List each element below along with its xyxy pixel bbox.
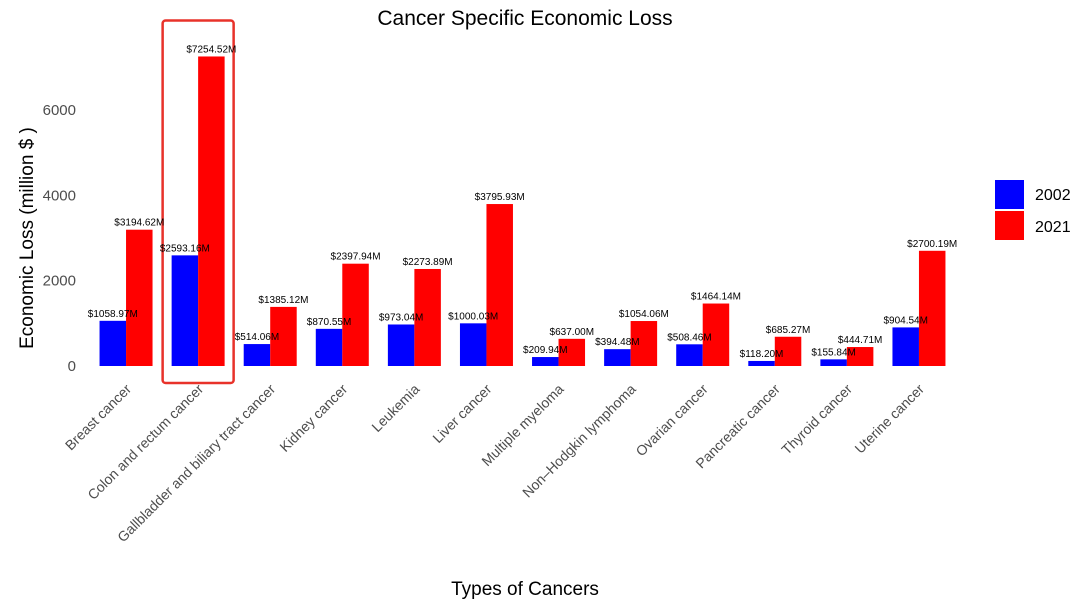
x-tick-label: Breast cancer [62, 381, 135, 454]
y-tick-label: 6000 [43, 102, 76, 119]
bar-2002 [532, 357, 559, 366]
data-label-2021: $2700.19M [907, 239, 957, 250]
data-label-2021: $3194.62M [114, 218, 164, 229]
data-label-2002: $1000.03M [448, 311, 498, 322]
bar-2002 [99, 320, 127, 366]
bar-2002 [387, 324, 415, 366]
highlight-box [161, 19, 235, 385]
bar-2021 [414, 268, 441, 366]
x-tick-label: Thyroid cancer [778, 381, 855, 458]
data-label-2002: $514.06M [235, 332, 279, 343]
data-label-2002: $2593.16M [160, 243, 210, 254]
data-label-2002: $155.84M [811, 347, 855, 358]
legend: 2002 2021 [995, 180, 1071, 240]
data-label-2002: $508.46M [667, 332, 711, 343]
bar-2021 [126, 229, 153, 366]
bar-2021 [486, 204, 513, 366]
legend-label-2002: 2002 [1035, 187, 1071, 204]
bar-2002 [243, 344, 271, 366]
x-tick-label: Ovarian cancer [632, 381, 711, 460]
bar-2021 [918, 250, 946, 366]
data-label-2021: $1054.06M [619, 309, 669, 320]
data-label-2002: $1058.97M [88, 309, 138, 320]
y-axis-title: Economic Loss (million $ ) [17, 127, 38, 349]
x-tick-label: Leukemia [368, 381, 422, 435]
x-tick-label: Liver cancer [429, 381, 494, 446]
data-label-2021: $2273.89M [403, 257, 453, 268]
legend-label-2021: 2021 [1035, 219, 1071, 236]
bar-2021 [558, 338, 586, 366]
data-label-2021: $444.71M [838, 335, 882, 346]
data-label-2021: $2397.94M [331, 252, 381, 263]
data-label-2021: $1464.14M [691, 292, 741, 303]
bar-2002 [748, 360, 775, 366]
chart-title: Cancer Specific Economic Loss [377, 7, 672, 30]
x-axis-title: Types of Cancers [451, 579, 599, 600]
data-label-2002: $904.54M [883, 315, 927, 326]
data-label-2002: $870.55M [307, 317, 351, 328]
legend-swatch-2002 [995, 180, 1024, 209]
data-label-2002: $209.94M [523, 345, 567, 356]
y-tick-label: 0 [68, 358, 76, 375]
bar-2021 [774, 336, 802, 366]
bar-2002 [459, 323, 487, 366]
bar-2021 [702, 303, 730, 366]
bar-2021 [846, 347, 874, 366]
data-label-2002: $973.04M [379, 312, 423, 323]
y-tick-label: 2000 [43, 273, 76, 290]
data-label-2021: $637.00M [550, 327, 594, 338]
bar-2002 [892, 327, 919, 366]
data-label-2021: $685.27M [766, 325, 810, 336]
data-labels: $1058.97M $3194.62M $2593.16M $7254.52M $514… [88, 44, 957, 359]
x-tick-label: Colon and rectum cancer [84, 381, 206, 503]
x-tick-label: Uterine cancer [851, 381, 927, 457]
bar-2021 [270, 306, 297, 366]
bar-2021 [198, 56, 225, 366]
data-label-2021: $3795.93M [475, 192, 525, 203]
data-label-2021: $7254.52M [186, 44, 236, 55]
y-tick-label: 4000 [43, 187, 76, 204]
x-tick-label: Gallbladder and biliary tract cancer [114, 381, 279, 546]
legend-swatch-2021 [995, 211, 1024, 240]
x-tick-label: Kidney cancer [276, 381, 350, 455]
bars [99, 56, 946, 366]
data-label-2002: $394.48M [595, 337, 639, 348]
bar-2002 [171, 255, 199, 366]
bar-2002 [820, 359, 847, 366]
bar-2002 [315, 328, 343, 366]
bar-2002 [676, 344, 703, 366]
bar-2021 [630, 321, 658, 366]
bar-2021 [342, 263, 369, 366]
data-label-2002: $118.20M [740, 349, 784, 360]
data-label-2021: $1385.12M [258, 295, 308, 306]
highlight-layer [161, 19, 235, 385]
bar-2002 [604, 349, 631, 366]
y-axis-ticks: 0 2000 4000 6000 [43, 102, 76, 375]
